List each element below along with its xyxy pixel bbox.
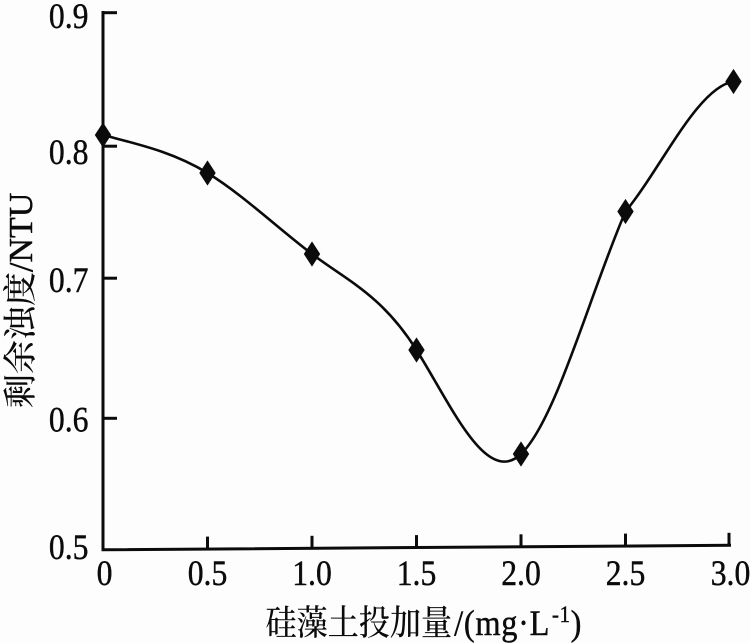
svg-text:1.5: 1.5 [397, 554, 437, 593]
svg-text:0.5: 0.5 [188, 554, 228, 593]
svg-text:1.0: 1.0 [292, 554, 332, 593]
svg-text:2.0: 2.0 [501, 554, 541, 593]
svg-text:/NTU: /NTU [3, 193, 40, 272]
svg-text:0.8: 0.8 [49, 133, 89, 172]
svg-text:2.5: 2.5 [606, 554, 646, 593]
svg-text:0: 0 [97, 554, 113, 593]
svg-text:0.9: 0.9 [49, 0, 89, 36]
svg-text:/(mg·L-1): /(mg·L-1) [454, 602, 582, 643]
svg-text:0.7: 0.7 [49, 261, 89, 300]
svg-text:0.5: 0.5 [49, 528, 89, 567]
svg-text:0.6: 0.6 [49, 401, 89, 440]
svg-text:3.0: 3.0 [711, 554, 750, 593]
